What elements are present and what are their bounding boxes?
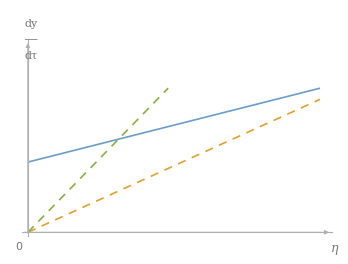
Text: η: η (331, 242, 339, 254)
Text: dy: dy (25, 19, 38, 29)
Text: dτ: dτ (25, 50, 38, 60)
Text: 0: 0 (16, 242, 23, 252)
Text: ―: ― (25, 33, 38, 46)
